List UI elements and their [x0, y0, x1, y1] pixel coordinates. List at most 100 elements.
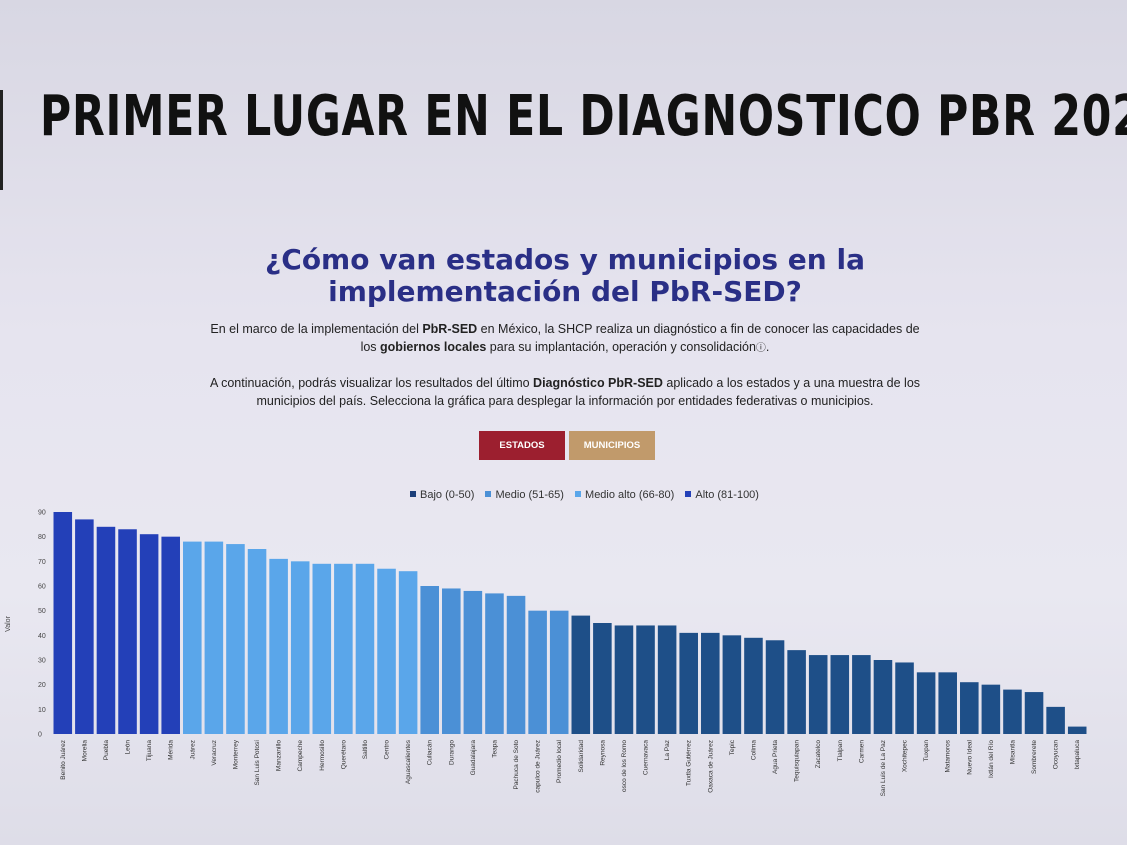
y-tick-label: 70: [38, 559, 46, 566]
x-tick-label: Puebla: [103, 740, 110, 761]
x-tick-label: Tuxpan: [923, 740, 930, 762]
legend-swatch-medio-alto: [575, 491, 582, 497]
bar[interactable]: [1067, 726, 1087, 734]
bar[interactable]: [830, 655, 850, 734]
chart-legend: Bajo (0-50) Medio (51-65) Medio alto (66…: [410, 489, 810, 501]
x-tick-label: Oaxaca de Juárez: [707, 740, 714, 793]
bar[interactable]: [701, 632, 720, 734]
bar[interactable]: [139, 534, 159, 734]
bar[interactable]: [334, 563, 353, 734]
bar[interactable]: [787, 650, 806, 734]
bar[interactable]: [183, 541, 202, 734]
bar[interactable]: [161, 536, 180, 734]
x-tick-label: Solidaridad: [578, 740, 585, 773]
bar[interactable]: [463, 590, 483, 734]
legend-swatch-bajo: [410, 491, 416, 497]
bar[interactable]: [808, 655, 828, 734]
x-tick-label: León: [125, 740, 132, 755]
instructions-text-2: aplicado a los estados y a una muestra d…: [256, 376, 921, 408]
bar[interactable]: [420, 586, 439, 734]
bar[interactable]: [744, 637, 763, 734]
bar[interactable]: [593, 623, 612, 734]
y-tick-label: 60: [38, 584, 46, 591]
x-tick-label: Veracruz: [211, 740, 218, 766]
x-tick-label: Sombrerete: [1031, 740, 1038, 774]
y-tick-label: 90: [38, 510, 46, 517]
legend-item-bajo[interactable]: Bajo (0-50): [410, 489, 474, 501]
bar[interactable]: [895, 662, 914, 734]
x-tick-label: Ixtapaluca: [1074, 740, 1081, 770]
x-tick-label: Tepic: [729, 739, 736, 755]
bar[interactable]: [1003, 689, 1022, 734]
bar[interactable]: [873, 660, 893, 734]
y-tick-label: 80: [38, 534, 46, 541]
bar[interactable]: [506, 595, 526, 734]
bar[interactable]: [916, 672, 936, 734]
x-tick-label: San Luis de La Paz: [880, 740, 887, 796]
bar[interactable]: [679, 632, 698, 734]
intro-text-3: para su implantación, operación y consol…: [486, 340, 756, 354]
bar[interactable]: [657, 625, 677, 734]
legend-label-alto: Alto (81-100): [695, 489, 759, 501]
x-tick-label: Xochitepec: [902, 739, 909, 772]
bar[interactable]: [636, 625, 655, 734]
legend-item-medio[interactable]: Medio (51-65): [485, 489, 564, 501]
bar[interactable]: [852, 655, 871, 734]
x-tick-label: Tlalpan: [837, 740, 844, 762]
bar[interactable]: [75, 519, 94, 734]
x-tick-label: Monterrey: [232, 739, 239, 769]
bar[interactable]: [96, 526, 116, 734]
bar[interactable]: [247, 549, 267, 734]
estados-button[interactable]: ESTADOS: [479, 431, 565, 460]
x-tick-label: osco de los Romo: [621, 740, 628, 792]
x-tick-label: Promedio local: [556, 739, 563, 783]
intro-text-2: en México, la SHCP realiza un diagnóstic…: [360, 322, 920, 354]
x-tick-label: Morelia: [81, 740, 88, 762]
legend-item-medio-alto[interactable]: Medio alto (66-80): [575, 489, 674, 501]
bar[interactable]: [312, 563, 332, 734]
intro-bold-2: gobiernos locales: [380, 340, 487, 354]
x-tick-label: Colima: [750, 740, 757, 761]
bar[interactable]: [765, 640, 785, 734]
bar[interactable]: [398, 571, 418, 734]
x-tick-label: Centro: [384, 740, 391, 760]
bar[interactable]: [226, 544, 245, 734]
info-icon[interactable]: ⓘ: [755, 343, 766, 354]
bar[interactable]: [614, 625, 634, 734]
x-tick-label: La Paz: [664, 740, 671, 760]
intro-paragraph: En el marco de la implementación del PbR…: [210, 322, 920, 354]
bar[interactable]: [571, 615, 591, 734]
x-tick-label: Agua Prieta: [772, 740, 779, 774]
x-tick-label: Querétaro: [340, 740, 347, 770]
legend-label-medio: Medio (51-65): [495, 489, 564, 501]
bar[interactable]: [1024, 692, 1044, 734]
bar[interactable]: [355, 563, 375, 734]
bar[interactable]: [118, 529, 137, 734]
x-tick-label: Saltillo: [362, 740, 369, 760]
legend-item-alto[interactable]: Alto (81-100): [685, 489, 759, 501]
bar[interactable]: [485, 593, 504, 734]
subtitle: ¿Cómo van estados y municipios en la imp…: [230, 244, 900, 308]
y-tick-label: 50: [38, 608, 46, 615]
bar[interactable]: [204, 541, 224, 734]
bar[interactable]: [377, 568, 396, 734]
bar[interactable]: [528, 610, 547, 734]
y-tick-label: 10: [38, 707, 46, 714]
bar[interactable]: [290, 561, 310, 734]
x-tick-label: Benito Juárez: [60, 740, 67, 780]
municipios-button[interactable]: MUNICIPIOS: [569, 431, 655, 460]
bar[interactable]: [53, 512, 73, 734]
x-tick-label: Pachuca de Soto: [513, 740, 520, 790]
bar[interactable]: [269, 558, 288, 734]
x-tick-label: Manzanillo: [276, 740, 283, 771]
bar[interactable]: [960, 682, 979, 734]
bar[interactable]: [981, 684, 1001, 734]
x-tick-label: Cuernavaca: [643, 740, 650, 775]
bar[interactable]: [938, 672, 957, 734]
bar[interactable]: [1046, 706, 1065, 734]
bar[interactable]: [722, 635, 742, 734]
bar[interactable]: [549, 610, 569, 734]
bar[interactable]: [442, 588, 461, 734]
legend-swatch-medio: [485, 491, 492, 497]
